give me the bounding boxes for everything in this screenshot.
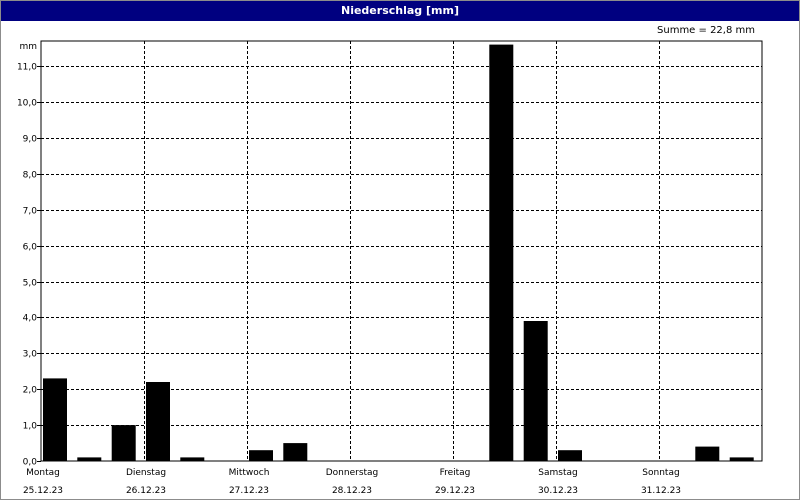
x-date-label: 25.12.23 (23, 486, 63, 496)
x-day-label: Samstag (538, 468, 577, 478)
y-tick-label: 1,0 (23, 422, 38, 432)
y-tick-label: 4,0 (23, 314, 38, 324)
y-tick-label: 8,0 (23, 171, 38, 181)
bar (729, 457, 754, 461)
x-date-label: 27.12.23 (229, 486, 269, 496)
bar (283, 443, 308, 461)
x-day-label: Montag (26, 468, 60, 478)
x-day-label: Mittwoch (229, 468, 270, 478)
x-date-label: 29.12.23 (435, 486, 475, 496)
y-tick-label: 7,0 (23, 207, 38, 217)
y-tick-label: 0,0 (23, 458, 38, 468)
bar (249, 450, 273, 461)
bar (111, 425, 136, 461)
bar (43, 378, 67, 461)
x-day-label: Sonntag (642, 468, 679, 478)
y-axis-unit: mm (19, 42, 37, 52)
chart-title: Niederschlag [mm] (1, 1, 799, 21)
bar (77, 457, 102, 461)
bar (146, 382, 170, 461)
x-day-label: Donnerstag (326, 468, 379, 478)
x-date-label: 28.12.23 (332, 486, 372, 496)
plot-area (40, 40, 763, 462)
y-tick-label: 11,0 (17, 63, 37, 73)
y-tick-label: 9,0 (23, 135, 38, 145)
x-day-label: Freitag (440, 468, 471, 478)
bar (695, 446, 720, 461)
bar (489, 44, 514, 461)
y-tick-label: 3,0 (23, 350, 38, 360)
y-tick-label: 10,0 (17, 99, 37, 109)
y-tick-label: 6,0 (23, 243, 38, 253)
y-tick-label: 5,0 (23, 279, 38, 289)
bar (180, 457, 205, 461)
y-tick-label: 2,0 (23, 386, 38, 396)
x-date-label: 26.12.23 (126, 486, 166, 496)
bar (523, 321, 548, 461)
x-day-label: Dienstag (126, 468, 166, 478)
x-date-label: 30.12.23 (538, 486, 578, 496)
precipitation-sum: Summe = 22,8 mm (657, 25, 755, 36)
bar (558, 450, 582, 461)
x-date-label: 31.12.23 (641, 486, 681, 496)
